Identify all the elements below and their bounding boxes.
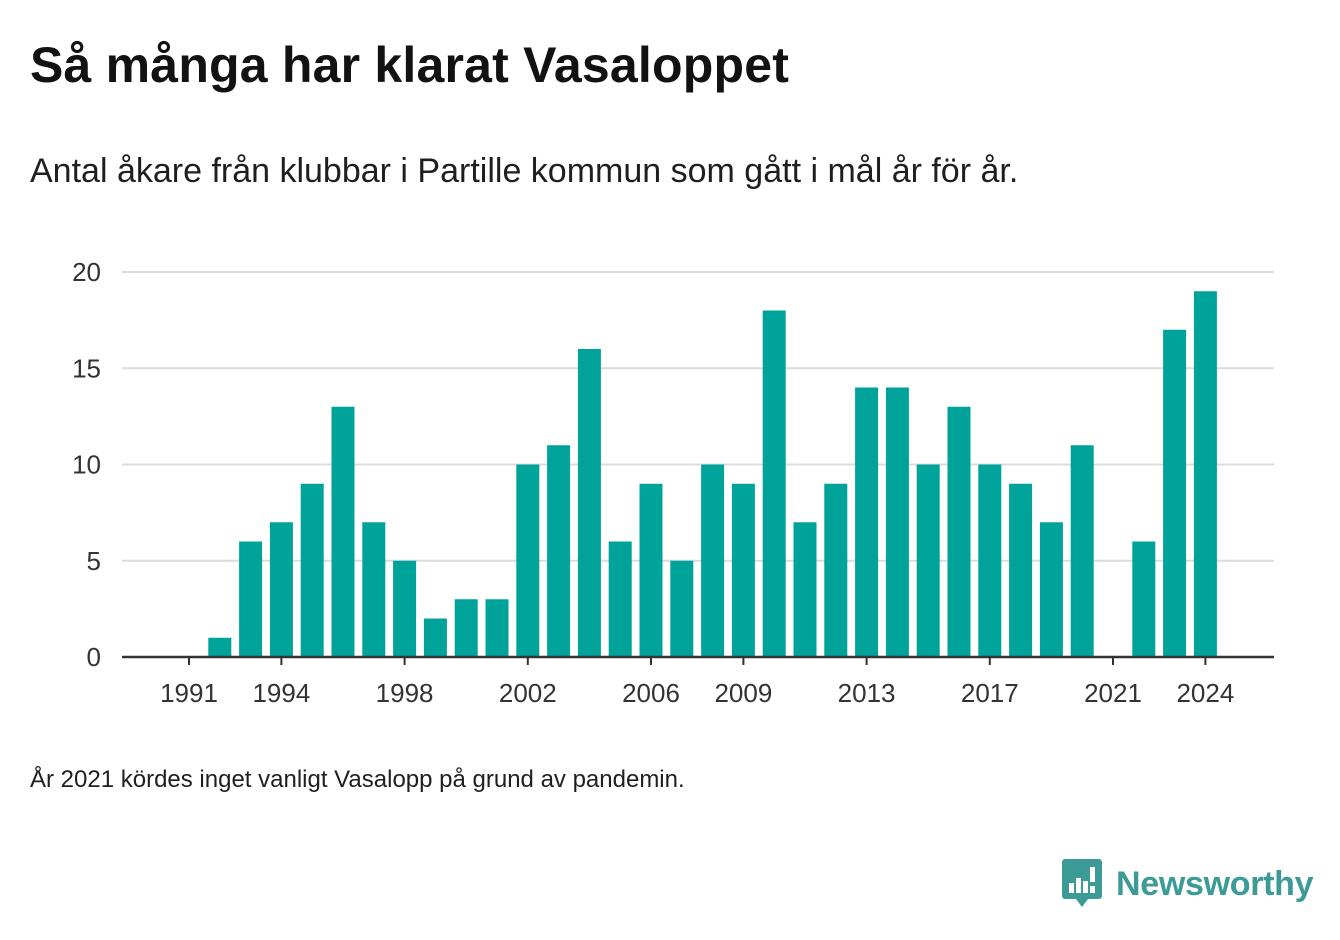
bar-2019 bbox=[1039, 522, 1063, 657]
y-tick-label: 0 bbox=[87, 642, 101, 672]
bar-1999 bbox=[423, 618, 447, 657]
bars bbox=[208, 291, 1217, 657]
bar-2010 bbox=[762, 310, 786, 657]
chart-subtitle: Antal åkare från klubbar i Partille komm… bbox=[30, 152, 1019, 190]
bar-2023 bbox=[1163, 329, 1187, 657]
bar-2005 bbox=[608, 541, 632, 657]
bar-2000 bbox=[454, 599, 478, 657]
y-axis-labels: 0 5 10 15 20 bbox=[72, 257, 101, 672]
chart-title: Så många har klarat Vasaloppet bbox=[30, 37, 790, 93]
x-axis: 1991 1994 1998 2002 2006 2009 2013 2017 2021 2024 bbox=[122, 655, 1274, 708]
bar-2002 bbox=[516, 464, 540, 657]
bar-2016 bbox=[947, 406, 971, 657]
x-tick-label: 2009 bbox=[714, 678, 772, 708]
bar-2013 bbox=[855, 387, 879, 657]
bar-1992 bbox=[208, 637, 232, 657]
bar-2012 bbox=[824, 483, 848, 657]
x-tick-label: 2002 bbox=[499, 678, 557, 708]
x-tick-label: 1994 bbox=[252, 678, 310, 708]
bar-1998 bbox=[393, 560, 417, 657]
bar-chart: 0 5 10 15 20 1991 1994 1998 2002 2006 2009 2013 201… bbox=[72, 257, 1274, 708]
bar-2011 bbox=[793, 522, 817, 657]
bar-2018 bbox=[1009, 483, 1033, 657]
bar-2003 bbox=[547, 445, 571, 657]
bar-2008 bbox=[701, 464, 725, 657]
x-tick-label: 2017 bbox=[961, 678, 1019, 708]
newsworthy-logo-icon bbox=[1062, 859, 1102, 907]
brand-logo[interactable]: Newsworthy bbox=[1062, 858, 1314, 910]
y-tick-label: 20 bbox=[72, 257, 101, 287]
x-tick-label: 2006 bbox=[622, 678, 680, 708]
gridlines bbox=[122, 271, 1274, 562]
x-tick-label: 2013 bbox=[838, 678, 896, 708]
x-tick-label: 2024 bbox=[1176, 678, 1234, 708]
bar-2006 bbox=[639, 483, 663, 657]
bar-2001 bbox=[485, 599, 509, 657]
bar-2014 bbox=[885, 387, 909, 657]
x-tick-label: 1991 bbox=[160, 678, 218, 708]
bar-1995 bbox=[300, 483, 324, 657]
y-tick-label: 15 bbox=[72, 353, 101, 383]
footnote: År 2021 kördes inget vanligt Vasalopp på… bbox=[30, 766, 685, 793]
bar-2017 bbox=[978, 464, 1002, 657]
bar-1994 bbox=[269, 522, 293, 657]
bar-1997 bbox=[362, 522, 386, 657]
bar-2009 bbox=[731, 483, 755, 657]
bar-2022 bbox=[1132, 541, 1156, 657]
bar-1996 bbox=[331, 406, 355, 657]
bar-2015 bbox=[916, 464, 940, 657]
brand-name: Newsworthy bbox=[1116, 864, 1314, 903]
x-tick-label: 2021 bbox=[1084, 678, 1142, 708]
y-tick-label: 10 bbox=[72, 450, 101, 480]
x-tick-label: 1998 bbox=[376, 678, 434, 708]
y-tick-label: 5 bbox=[87, 546, 101, 576]
bar-2020 bbox=[1070, 445, 1094, 657]
bar-2007 bbox=[670, 560, 694, 657]
bar-1993 bbox=[239, 541, 263, 657]
bar-2024 bbox=[1193, 291, 1217, 657]
bar-2004 bbox=[577, 349, 601, 657]
